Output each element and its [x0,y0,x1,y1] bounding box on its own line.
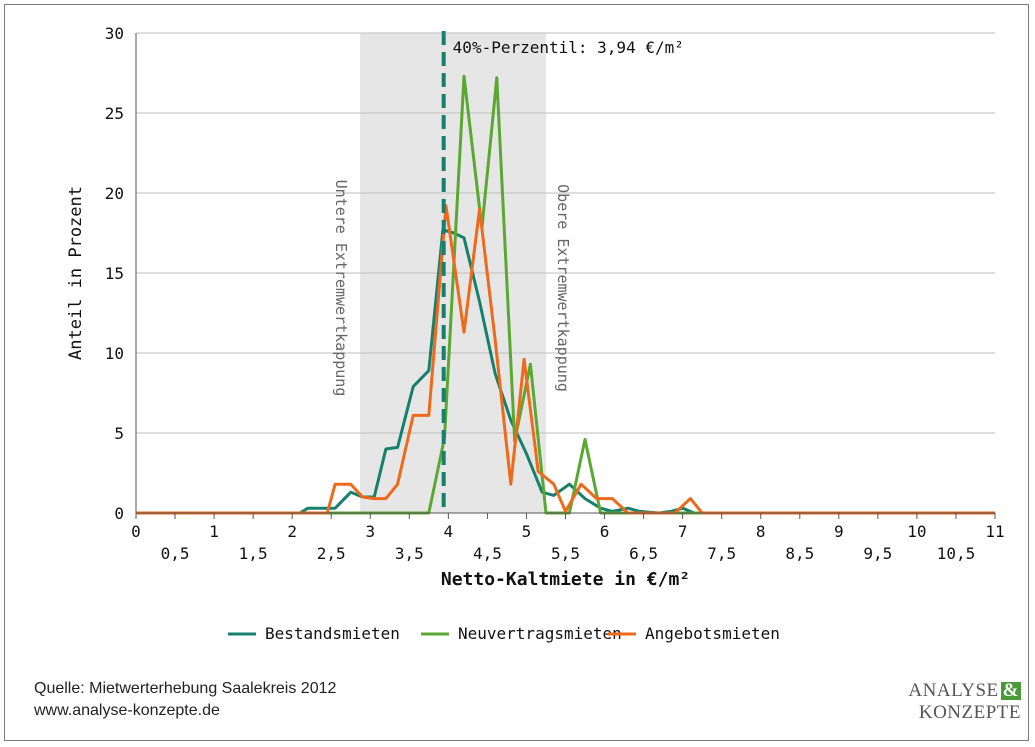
x-tick-label: 1 [209,522,219,541]
x-minor-tick-label: 1,5 [239,544,268,563]
y-tick-label: 30 [105,24,124,43]
x-minor-tick-label: 4,5 [473,544,502,563]
x-minor-tick-label: 3,5 [395,544,424,563]
x-minor-tick-label: 6,5 [629,544,658,563]
website-line: www.analyse-konzepte.de [34,702,220,719]
x-axis-title: Netto-Kaltmiete in €/m² [441,569,690,590]
x-tick-label: 7 [678,522,688,541]
y-tick-label: 0 [114,504,124,523]
x-minor-tick-label: 2,5 [317,544,346,563]
y-tick-label: 20 [105,184,124,203]
x-tick-label: 6 [600,522,610,541]
grid-layer [136,32,995,514]
y-tick-label: 25 [105,104,124,123]
x-tick-label: 5 [522,522,532,541]
y-axis-title: Anteil in Prozent [66,186,86,360]
x-tick-label: 3 [365,522,375,541]
band-left-label: Untere Extremwertkappung [332,180,350,397]
x-tick-label: 2 [287,522,297,541]
x-tick-label: 0 [131,522,141,541]
annotation-layer: Untere Extremwertkappung Obere Extremwert… [332,31,684,513]
legend-label: Angebotsmieten [645,624,780,643]
logo-ampersand: & [1000,680,1021,701]
x-tick-label: 10 [907,522,926,541]
band-right-label: Obere Extremwertkappung [554,184,572,392]
source-line: Quelle: Mietwerterhebung Saalekreis 2012 [34,680,337,697]
legend-label: Bestandsmieten [265,624,400,643]
x-minor-tick-label: 7,5 [707,544,736,563]
legend-label: Neuvertragsmieten [458,624,622,643]
x-tick-label: 4 [444,522,454,541]
logo-word-konzepte: KONZEPTE [918,702,1021,723]
x-minor-tick-label: 5,5 [551,544,580,563]
x-minor-tick-label: 10,5 [937,544,976,563]
legend: Bestandsmieten Neuvertragsmieten Angebotsm… [228,624,780,643]
logo-word-analyse: ANALYSE [908,680,999,701]
x-minor-tick-label: 8,5 [785,544,814,563]
company-logo: ANALYSE & KONZEPTE [908,680,1021,724]
x-tick-label: 11 [985,522,1004,541]
x-tick-label: 9 [834,522,844,541]
x-tick-label: 8 [756,522,766,541]
source-note: Quelle: Mietwerterhebung Saalekreis 2012… [34,678,336,722]
y-tick-label: 10 [105,344,124,363]
x-minor-tick-label: 0,5 [161,544,190,563]
y-tick-label: 15 [105,264,124,283]
series-line-angebotsmieten [136,204,995,515]
y-tick-label: 5 [114,424,124,443]
percentile-label: 40%-Perzentil: 3,94 €/m² [453,38,684,57]
series-line-bestandsmieten [136,228,995,515]
x-minor-tick-label: 9,5 [863,544,892,563]
axis-layer: 0 5 10 15 20 25 30 0 1 2 3 4 5 6 7 8 9 10 11 0,5 1,5 2,5 3,5 4,… [66,24,1005,590]
